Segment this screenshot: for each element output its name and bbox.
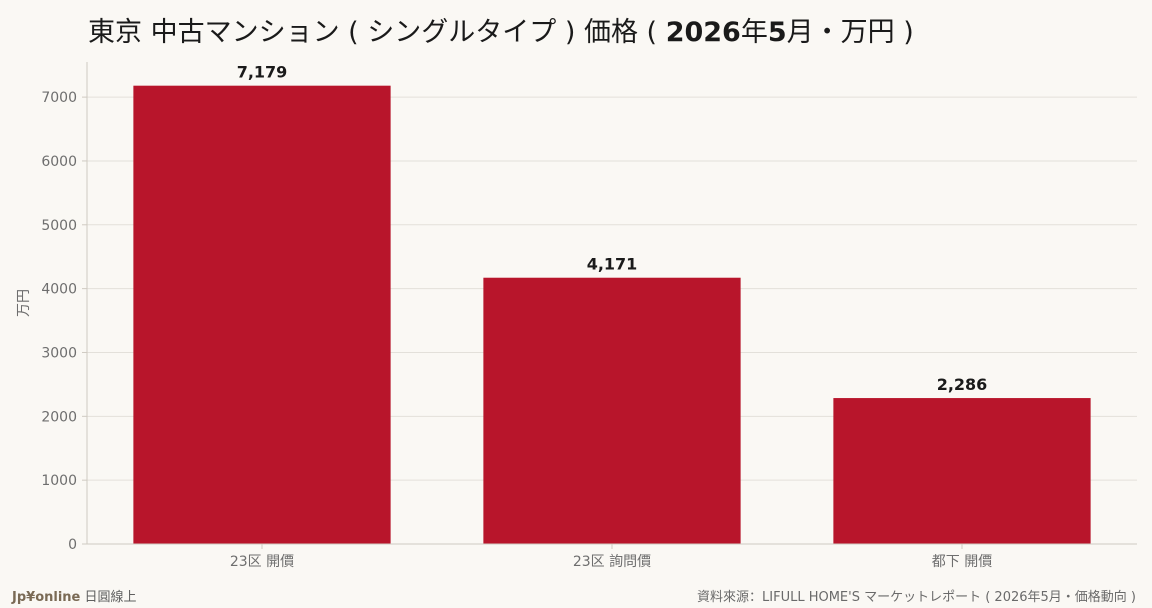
y-tick-label: 3000 bbox=[41, 345, 77, 361]
labels: 7,179 4,171 2,286 bbox=[237, 63, 988, 394]
x-tick-label: 23区 詢問價 bbox=[573, 553, 651, 570]
title-year-unit: 年 bbox=[740, 17, 768, 48]
y-tick-label: 5000 bbox=[41, 218, 77, 234]
brand-name: Jp¥online bbox=[12, 590, 81, 605]
y-tick-label: 1000 bbox=[41, 473, 77, 489]
brand-credit: Jp¥online 日圓線上 bbox=[12, 586, 137, 605]
y-tick-label: 0 bbox=[68, 537, 77, 553]
y-axis-label: 万円 bbox=[16, 289, 32, 317]
bar-value-label: 4,171 bbox=[587, 255, 638, 274]
chart-title: 東京 中古マンション ( シングルタイプ ) 価格 ( 2026年5月・万円 ) bbox=[88, 10, 914, 49]
brand-suffix: 日圓線上 bbox=[80, 590, 137, 605]
x-tick-label: 23区 開價 bbox=[230, 553, 294, 570]
bar bbox=[483, 277, 741, 544]
title-month: 5 bbox=[767, 17, 787, 48]
y-tick-label: 6000 bbox=[41, 154, 77, 170]
axes: 0 1000 2000 3000 4000 5000 6000 7000 23区 開價 23区 詢… bbox=[16, 62, 1137, 570]
x-tick-label: 都下 開價 bbox=[932, 553, 992, 570]
bar-value-label: 2,286 bbox=[937, 375, 988, 394]
bar bbox=[833, 398, 1091, 544]
title-part-5: 月・万円 ) bbox=[786, 17, 914, 48]
y-tick-label: 7000 bbox=[41, 90, 77, 106]
y-tick-label: 2000 bbox=[41, 409, 77, 425]
title-year: 2026 bbox=[665, 17, 741, 48]
title-part-1: 東京 中古マンション ( シングルタイプ ) 価格 ( bbox=[88, 17, 666, 48]
bar bbox=[133, 85, 391, 545]
bars bbox=[133, 85, 1091, 545]
bar-value-label: 7,179 bbox=[237, 63, 288, 82]
y-tick-label: 4000 bbox=[41, 282, 77, 298]
source-note: 資料來源：LIFULL HOME'S マーケットレポート ( 2026年5月・価… bbox=[697, 590, 1136, 605]
